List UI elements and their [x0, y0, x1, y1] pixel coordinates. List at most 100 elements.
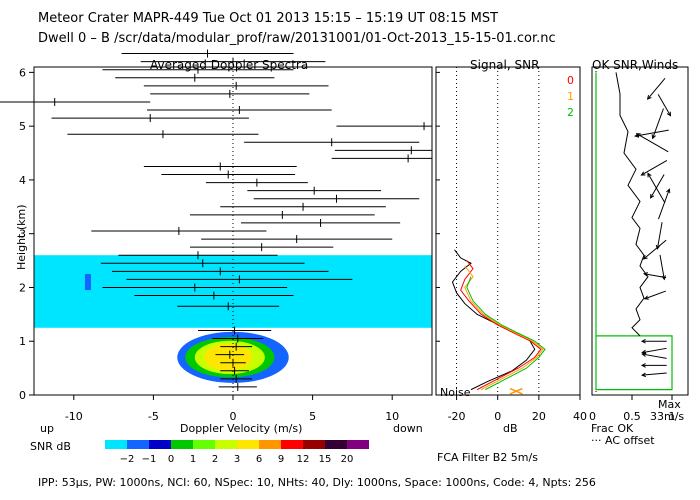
snr-x-label: dB [503, 422, 518, 435]
y-tick-label-0: 0 [19, 389, 26, 402]
snr-title: Signal, SNR [470, 58, 540, 72]
colorbar-cell-0 [105, 440, 127, 449]
colorbar-cell-2 [149, 440, 171, 449]
y-tick-label-2: 2 [19, 281, 26, 294]
wind-barb-head-16 [641, 352, 647, 357]
legend-1: 1 [567, 90, 574, 103]
colorbar-tick-10: 20 [341, 454, 354, 465]
x-tick-label-4: 10 [385, 410, 399, 423]
colorbar-tick-5: 3 [234, 454, 240, 465]
wind-barb-head-14 [640, 338, 646, 344]
wind-barb-head-5 [640, 171, 646, 176]
legend-0: 0 [567, 74, 574, 87]
colorbar-tick-0: −2 [120, 454, 135, 465]
colorbar-cell-10 [325, 440, 347, 449]
wind-barb-12 [643, 273, 667, 279]
frac-ok-label: Frac OK [591, 422, 634, 435]
wind-barb-head-12 [642, 272, 649, 277]
wind-barb-8 [658, 189, 670, 220]
max-value: 33m/s [650, 410, 685, 423]
colorbar-tick-3: 1 [190, 454, 196, 465]
snr-x-tick-label-3: 40 [573, 410, 587, 423]
wind-speed-profile [615, 72, 649, 337]
snr-series-1 [464, 265, 544, 391]
frac-ok-line [595, 72, 673, 391]
y-tick-label-4: 4 [19, 174, 26, 187]
wind-barb-0 [647, 78, 666, 100]
wind-barb-1 [657, 94, 671, 116]
noise-marker-b [509, 387, 523, 395]
colorbar-cell-11 [347, 440, 369, 449]
wind-barb-13 [644, 290, 667, 300]
colorbar: −2 −1 0 1 2 3 6 9 12 15 20 [105, 440, 369, 465]
wind-barb-head-1 [666, 111, 672, 117]
colorbar-tick-7: 9 [278, 454, 284, 465]
colorbar-cell-5 [215, 440, 237, 449]
legend-2: 2 [567, 106, 574, 119]
noise-label: Noise [440, 386, 471, 399]
colorbar-cell-6 [237, 440, 259, 449]
wind-barb-18 [642, 372, 667, 376]
footer-params: IPP: 53μs, PW: 1000ns, NCI: 60, NSpec: 1… [38, 476, 596, 489]
header-line-1: Meteor Crater MAPR-449 Tue Oct 01 2013 1… [38, 11, 499, 26]
wind-barb-9 [656, 222, 663, 249]
colorbar-cell-7 [259, 440, 281, 449]
wind-barb-5 [641, 159, 668, 176]
colorbar-tick-2: 0 [168, 454, 174, 465]
snr-x-tick-label-2: 20 [532, 410, 546, 423]
wind-barb-10 [643, 239, 667, 260]
wind-barb-16 [642, 353, 667, 359]
y-tick-label-5: 5 [19, 120, 26, 133]
snr-frame [435, 66, 581, 396]
up-label: up [40, 422, 54, 435]
colorbar-tick-8: 12 [297, 454, 310, 465]
wind-barb-6 [650, 174, 665, 199]
wind-barb-head-10 [642, 255, 648, 260]
wind-barb-head-0 [646, 95, 652, 100]
snr-series-0 [460, 260, 542, 391]
colorbar-cell-4 [193, 440, 215, 449]
x-tick-label-3: 5 [309, 410, 316, 423]
winds-title: OK SNR,Winds [592, 58, 679, 72]
wind-barb-head-6 [650, 193, 655, 199]
down-label: down [393, 422, 423, 435]
y-tick-label-1: 1 [19, 335, 26, 348]
winds-frame [591, 66, 689, 396]
colorbar-cell-9 [303, 440, 325, 449]
colorbar-cell-3 [171, 440, 193, 449]
y-tick-label-3: 3 [19, 228, 26, 241]
wind-barb-head-13 [643, 295, 649, 300]
wind-barb-4 [636, 133, 669, 153]
snr-panel: -20 0 20 40 [435, 66, 587, 423]
winds-x-tick-label-0: 0.5 [623, 410, 641, 423]
wind-barb-7 [647, 173, 666, 204]
winds-x-tick-label-1: 1 [669, 410, 676, 423]
colorbar-tick-9: 15 [319, 454, 332, 465]
y-tick-label-6: 6 [19, 66, 26, 79]
wind-barb-11 [659, 254, 665, 280]
x-tick-label-2: 0 [230, 410, 237, 423]
wind-barb-3 [635, 129, 669, 137]
colorbar-cell-1 [127, 440, 149, 449]
wind-barb-head-8 [666, 188, 671, 194]
colorbar-tick-6: 6 [256, 454, 262, 465]
wind-barb-15 [642, 347, 667, 354]
snr-series-2 [466, 276, 546, 391]
winds-panel: 0 0.5 1 [589, 66, 689, 423]
snr-x-tick-label-0: -20 [448, 410, 466, 423]
colorbar-label: SNR dB [30, 440, 71, 453]
wind-barb-head-17 [640, 363, 646, 368]
ground-echo-core [204, 343, 253, 371]
winds-x-tick-leading: 0 [589, 410, 596, 423]
header-line-2: Dwell 0 – B /scr/data/modular_prof/raw/2… [38, 31, 556, 46]
wind-barb-head-4 [635, 133, 641, 138]
colorbar-cell-8 [281, 440, 303, 449]
ac-offset-label: ··· AC offset [591, 434, 655, 447]
wind-barb-head-2 [651, 134, 656, 140]
wind-barb-head-7 [647, 172, 652, 178]
clutter-spot [84, 274, 91, 291]
spectra-panel: -10 -5 0 5 10 0 1 2 3 4 5 6 [0, 49, 433, 423]
colorbar-tick-4: 2 [212, 454, 218, 465]
max-label: Max [658, 398, 681, 411]
